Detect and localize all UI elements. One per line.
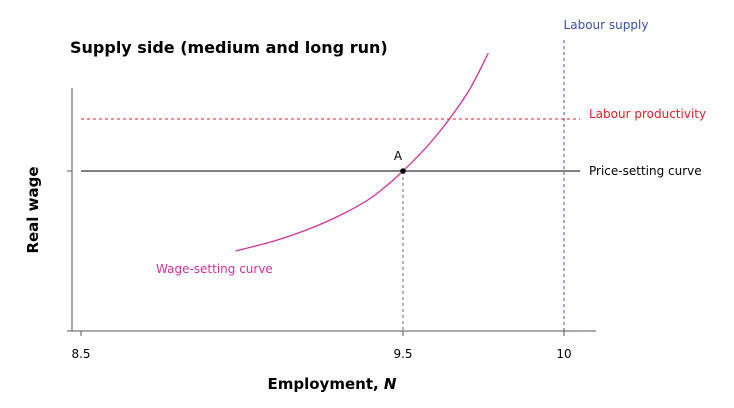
labour-supply-label: Labour supply	[564, 18, 649, 32]
x-axis-label: Employment, N	[268, 375, 397, 393]
axes: 8.5 9.5 10	[67, 88, 596, 361]
chart-labels: Wage-setting curve Price-setting curve Lab…	[156, 18, 706, 276]
chart-title: Supply side (medium and long run)	[70, 38, 388, 57]
x-axis-label-var: N	[384, 375, 397, 393]
x-tick-label-1: 9.5	[393, 347, 412, 361]
y-axis-label: Real wage	[24, 166, 42, 253]
labour-productivity-label: Labour productivity	[589, 107, 706, 121]
wage-setting-curve-label: Wage-setting curve	[156, 262, 273, 276]
chart-marks	[81, 38, 581, 331]
x-axis-label-text: Employment,	[268, 375, 384, 393]
price-setting-curve-label: Price-setting curve	[589, 164, 702, 178]
point-a-marker	[400, 168, 406, 174]
point-a-label: A	[394, 149, 403, 163]
wage-setting-curve-line	[235, 52, 489, 252]
x-tick-label-0: 8.5	[71, 347, 90, 361]
x-tick-label-2: 10	[556, 347, 571, 361]
